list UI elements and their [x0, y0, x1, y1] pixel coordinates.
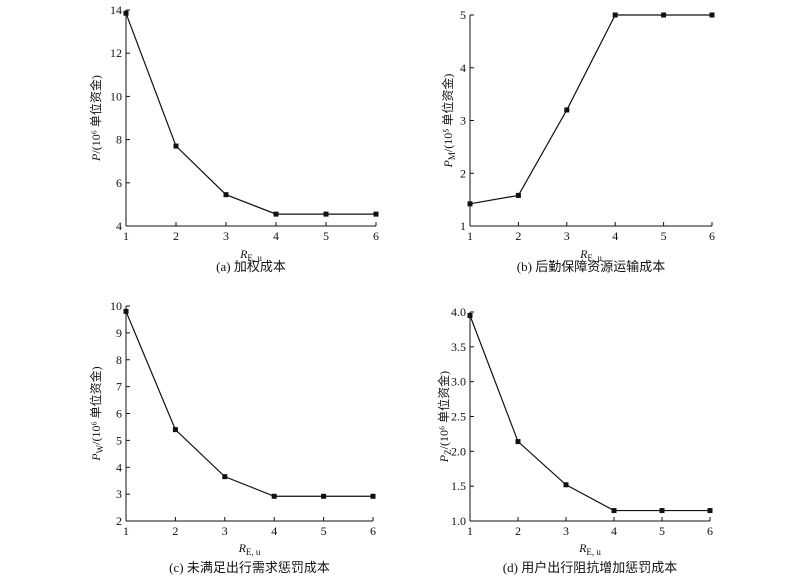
x-tick-label: 5 — [661, 229, 667, 243]
panel-caption: (a) 加权成本 — [216, 259, 286, 274]
x-tick-label: 4 — [612, 229, 618, 243]
y-tick-label: 6 — [116, 176, 122, 190]
y-tick-label: 12 — [110, 46, 122, 60]
panel-caption: (c) 未满足出行需求惩罚成本 — [169, 560, 330, 575]
panel-caption: (d) 用户出行阻抗增加惩罚成本 — [503, 560, 677, 575]
data-point — [611, 508, 617, 514]
data-point — [373, 211, 379, 217]
data-point — [173, 143, 179, 149]
x-tick-label: 1 — [467, 524, 473, 538]
y-tick-label: 4 — [116, 460, 122, 474]
y-tick-label: 5 — [116, 433, 122, 447]
y-axis-label: PW/(10⁶ 单位资金) — [88, 366, 105, 461]
y-axis-label: PZ/(10⁶ 单位资金) — [436, 371, 453, 463]
y-tick-label: 8 — [116, 133, 122, 147]
x-tick-label: 5 — [323, 229, 329, 243]
data-point — [515, 439, 521, 445]
y-tick-label: 4.0 — [451, 305, 466, 319]
panel-caption: (b) 后勤保障资源运输成本 — [517, 259, 665, 274]
data-point — [370, 493, 376, 499]
y-tick-label: 2 — [460, 166, 466, 180]
y-tick-label: 1 — [460, 219, 466, 233]
x-axis-label: RE, u — [238, 541, 261, 557]
x-axis-label: RE, u — [578, 541, 601, 557]
x-tick-label: 1 — [123, 229, 129, 243]
data-point — [273, 211, 279, 217]
y-tick-label: 2 — [116, 514, 122, 528]
y-axis-label: PM/(10⁵ 单位资金) — [440, 74, 457, 169]
x-axis-label: RE, u — [239, 247, 262, 263]
x-tick-label: 3 — [222, 524, 228, 538]
x-tick-label: 6 — [370, 524, 376, 538]
y-tick-label: 6 — [116, 407, 122, 421]
data-point — [223, 192, 229, 198]
data-point — [707, 508, 713, 514]
data-point — [612, 12, 618, 18]
y-tick-label: 2.0 — [451, 444, 466, 458]
y-tick-label: 3 — [116, 487, 122, 501]
y-tick-label: 8 — [116, 353, 122, 367]
x-tick-label: 2 — [172, 524, 178, 538]
data-point — [222, 474, 228, 480]
data-point — [563, 482, 569, 488]
series-line — [469, 315, 710, 512]
data-point — [661, 12, 667, 18]
x-tick-label: 3 — [563, 524, 569, 538]
y-tick-label: 3.0 — [451, 375, 466, 389]
y-tick-label: 4 — [116, 219, 122, 233]
x-axis-label: RE, u — [579, 247, 602, 263]
x-tick-label: 5 — [321, 524, 327, 538]
data-point — [659, 508, 665, 514]
y-tick-label: 5 — [460, 8, 466, 22]
data-point — [709, 12, 715, 18]
y-tick-label: 3.5 — [451, 340, 466, 354]
y-axis-label: P/(10⁶ 单位资金) — [88, 75, 103, 162]
data-point — [515, 192, 521, 198]
y-tick-label: 3 — [460, 114, 466, 128]
y-tick-label: 14 — [110, 3, 122, 17]
y-tick-label: 1.0 — [451, 514, 466, 528]
data-point — [467, 312, 473, 318]
x-tick-label: 4 — [271, 524, 277, 538]
y-tick-label: 1.5 — [451, 479, 466, 493]
y-tick-label: 10 — [110, 299, 122, 313]
chart-panel-b: 1 2 3 4 5 6 1 2 3 4 5 RE, u PM/(10⁵ 单位资金) (b) 后勤保障资源运… — [440, 8, 715, 274]
data-point — [172, 427, 178, 433]
x-tick-label: 6 — [373, 229, 379, 243]
x-tick-label: 4 — [611, 524, 617, 538]
y-tick-label: 9 — [116, 326, 122, 340]
y-tick-label: 4 — [460, 61, 466, 75]
series-line — [469, 14, 712, 205]
y-tick-label: 10 — [110, 89, 122, 103]
data-point — [123, 308, 129, 314]
x-tick-label: 2 — [515, 524, 521, 538]
x-tick-label: 4 — [273, 229, 279, 243]
data-point — [564, 107, 570, 113]
x-tick-label: 2 — [515, 229, 521, 243]
x-tick-label: 6 — [707, 524, 713, 538]
x-tick-label: 1 — [123, 524, 129, 538]
x-tick-label: 6 — [709, 229, 715, 243]
y-tick-label: 7 — [116, 380, 122, 394]
x-tick-label: 5 — [659, 524, 665, 538]
series-line — [125, 13, 376, 215]
data-point — [271, 493, 277, 499]
data-point — [467, 201, 473, 207]
y-tick-label: 2.5 — [451, 410, 466, 424]
series-line — [125, 311, 373, 497]
chart-panel-d: 1 2 3 4 5 6 1.0 1.5 2.0 2.5 3.0 3.5 4.0 RE, u PZ/(10⁶ … — [436, 305, 713, 575]
x-tick-label: 3 — [223, 229, 229, 243]
data-point — [323, 211, 329, 217]
data-point — [321, 493, 327, 499]
x-tick-label: 1 — [467, 229, 473, 243]
x-tick-label: 3 — [564, 229, 570, 243]
data-point — [123, 10, 129, 16]
x-tick-label: 2 — [173, 229, 179, 243]
